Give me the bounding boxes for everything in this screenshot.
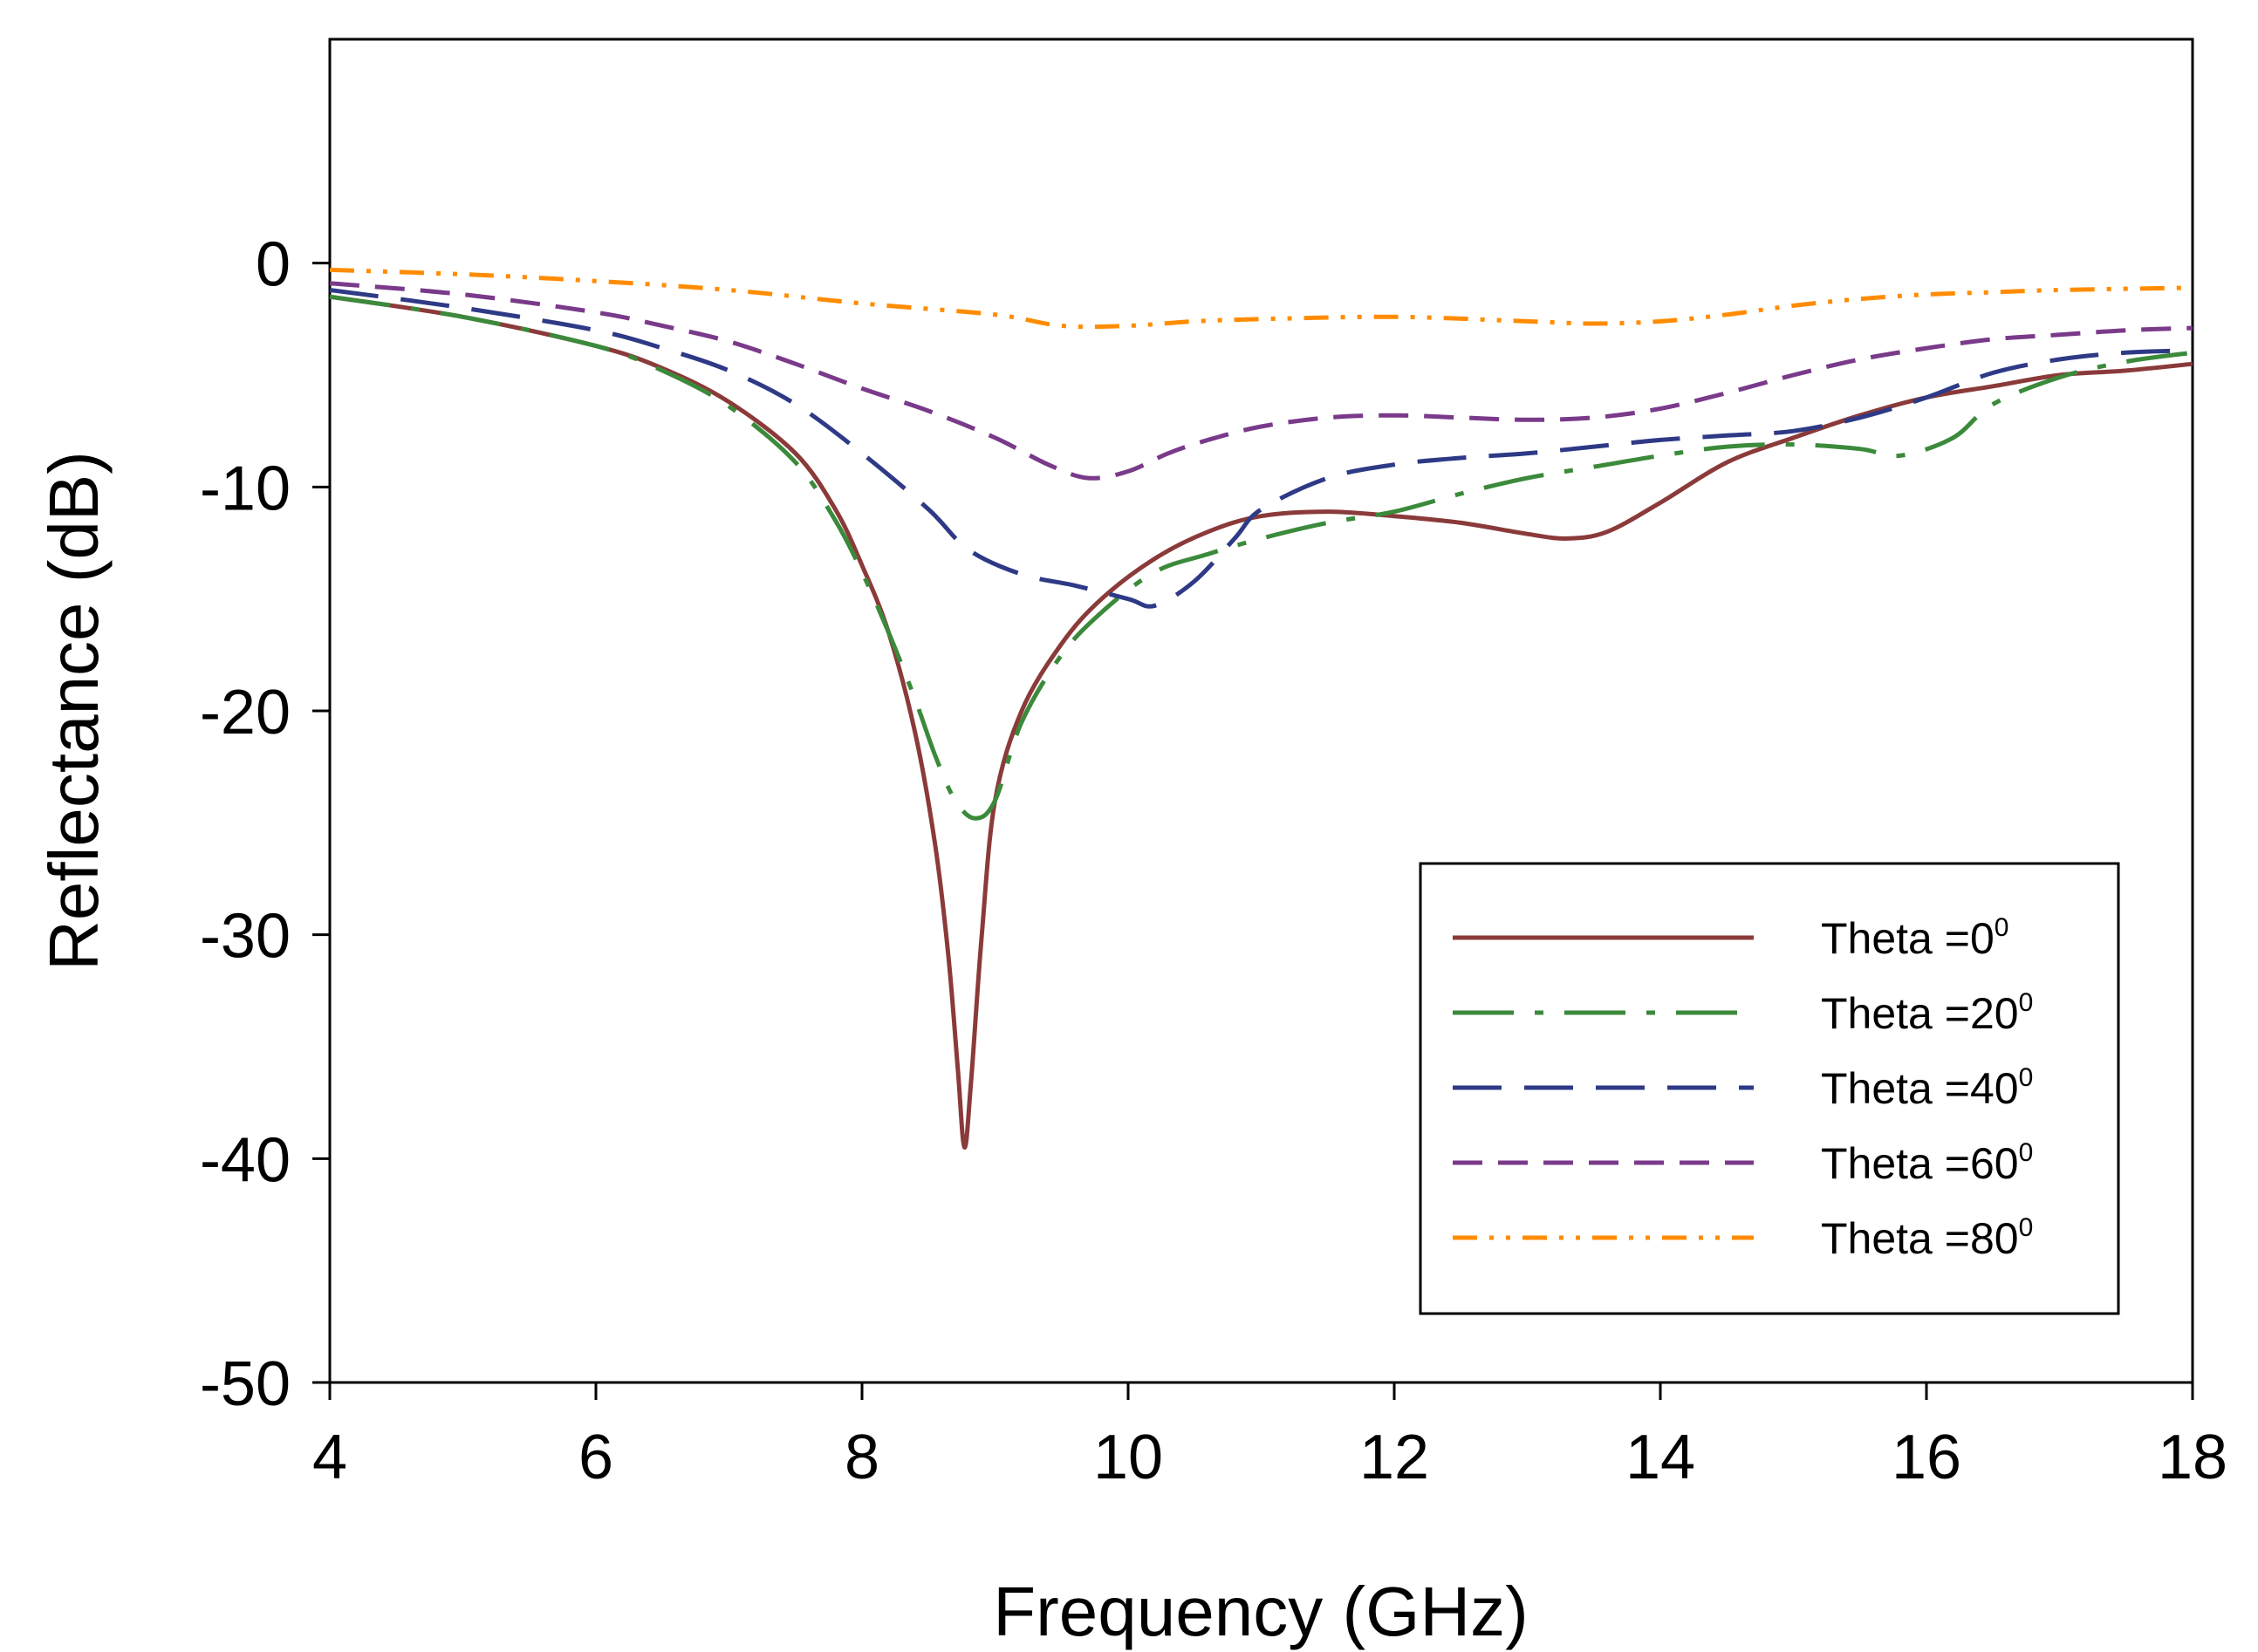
legend-label-text: Theta =40 [1821, 1064, 2019, 1113]
legend-label-superscript: 0 [2019, 1138, 2034, 1167]
legend-label-superscript: 0 [2019, 1063, 2034, 1092]
x-axis-ticks: 4 6 8 10 12 14 16 18 [312, 1382, 2227, 1492]
series-line-theta-20 [329, 294, 2193, 821]
legend-label-superscript: 0 [2019, 988, 2034, 1017]
legend-label: Theta =200 [1821, 988, 2033, 1038]
legend-label: Theta =00 [1821, 913, 2008, 963]
x-axis-title: Frequency (GHz) [993, 1573, 1528, 1650]
y-axis-title: Reflectance (dB) [35, 451, 113, 971]
legend-label: Theta =600 [1821, 1138, 2033, 1188]
y-tick-label: -50 [200, 1349, 291, 1419]
x-tick-label: 4 [312, 1423, 347, 1492]
legend-label-superscript: 0 [1995, 913, 2009, 942]
y-tick-label: -30 [200, 902, 291, 972]
y-tick-label: 0 [256, 230, 291, 300]
y-axis-ticks: -50 -40 -30 -20 -10 0 [200, 230, 330, 1419]
series-line-theta-40 [329, 288, 2193, 609]
x-tick-label: 12 [1359, 1423, 1429, 1492]
x-tick-label: 8 [845, 1423, 879, 1492]
legend-label-text: Theta =80 [1821, 1214, 2019, 1263]
legend-label-superscript: 0 [2019, 1213, 2034, 1242]
legend-label-text: Theta =0 [1821, 914, 1995, 963]
series-line-theta-80 [329, 267, 2193, 330]
x-tick-label: 14 [1625, 1423, 1695, 1492]
series-line-theta-0 [329, 294, 2193, 1150]
series-lines [329, 267, 2193, 1150]
x-tick-label: 18 [2158, 1423, 2227, 1492]
y-tick-label: -40 [200, 1125, 291, 1195]
x-tick-label: 10 [1093, 1423, 1163, 1492]
x-tick-label: 16 [1892, 1423, 1961, 1492]
legend-label-text: Theta =20 [1821, 989, 2019, 1038]
y-tick-label: -10 [200, 454, 291, 523]
legend-label-text: Theta =60 [1821, 1139, 2019, 1188]
legend-label: Theta =800 [1821, 1213, 2033, 1263]
legend-label: Theta =400 [1821, 1063, 2033, 1113]
series-line-theta-60 [329, 281, 2193, 481]
y-tick-label: -20 [200, 678, 291, 747]
x-tick-label: 6 [578, 1423, 613, 1492]
